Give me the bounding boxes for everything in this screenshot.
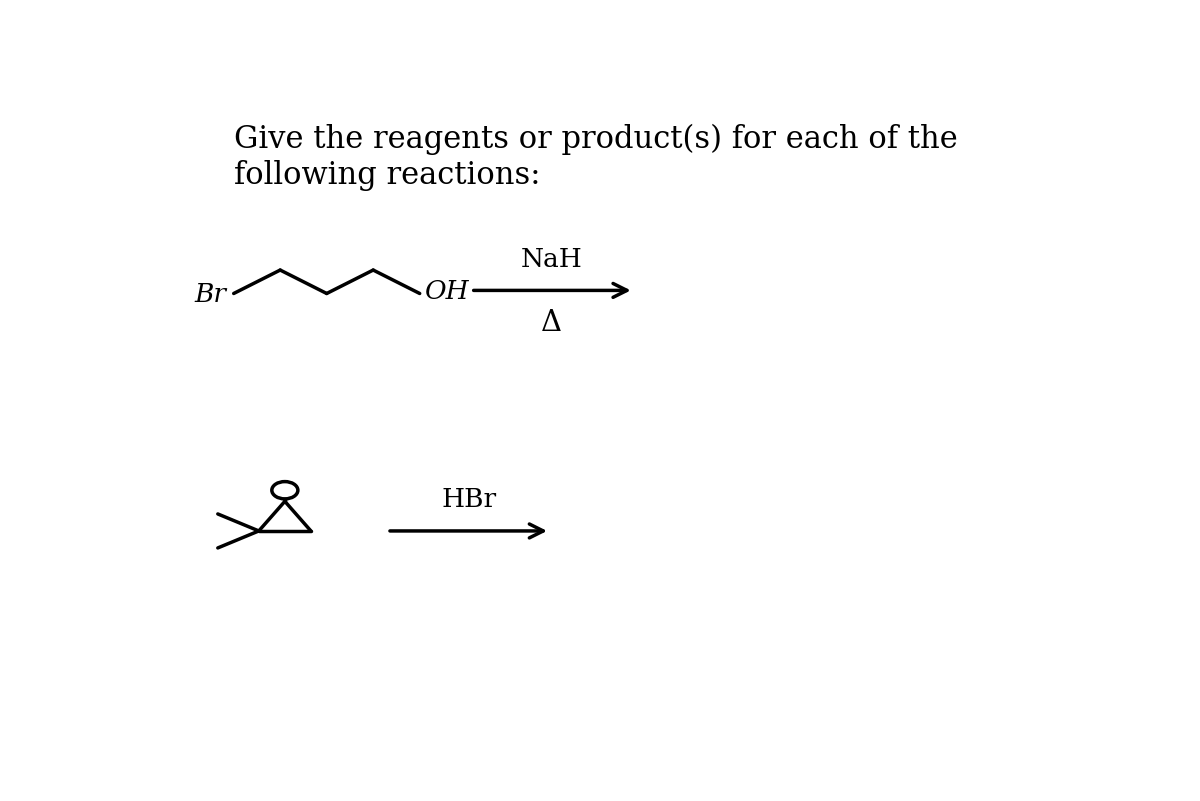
Text: Give the reagents or product(s) for each of the
following reactions:: Give the reagents or product(s) for each… [234,124,958,191]
Text: HBr: HBr [442,488,497,513]
Text: NaH: NaH [521,247,583,272]
Text: OH: OH [425,279,470,304]
Text: Br: Br [194,282,227,308]
Text: Δ: Δ [541,309,563,337]
